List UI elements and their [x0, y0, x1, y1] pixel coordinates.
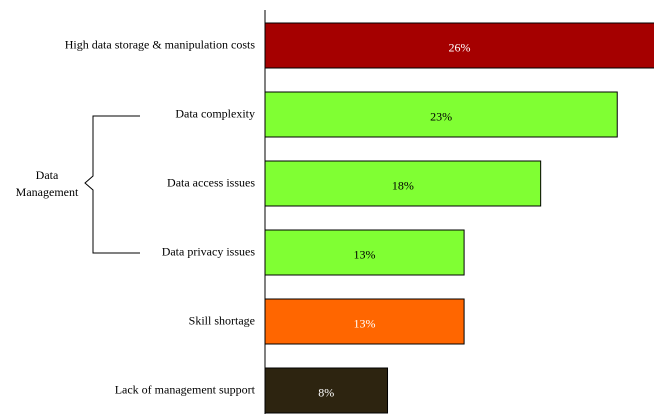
category-label: High data storage & manipulation costs — [65, 37, 256, 51]
bar — [264, 160, 542, 207]
value-label: 13% — [354, 247, 376, 261]
category-label: Lack of management support — [115, 382, 256, 396]
bar — [264, 298, 465, 345]
category-label: Data access issues — [167, 175, 255, 189]
bar — [264, 229, 465, 276]
group-bracket — [84, 115, 140, 254]
group-label: Data — [36, 168, 59, 182]
bar — [264, 22, 654, 69]
category-label: Data complexity — [175, 106, 255, 120]
value-label: 8% — [318, 385, 334, 399]
value-label: 26% — [449, 40, 471, 54]
category-label: Data privacy issues — [162, 244, 256, 258]
value-label: 18% — [392, 178, 414, 192]
value-label: 13% — [354, 316, 376, 330]
category-label: Skill shortage — [189, 313, 255, 327]
bar — [264, 91, 618, 138]
group-label: Management — [16, 185, 79, 199]
value-label: 23% — [430, 109, 452, 123]
bar — [264, 367, 389, 414]
